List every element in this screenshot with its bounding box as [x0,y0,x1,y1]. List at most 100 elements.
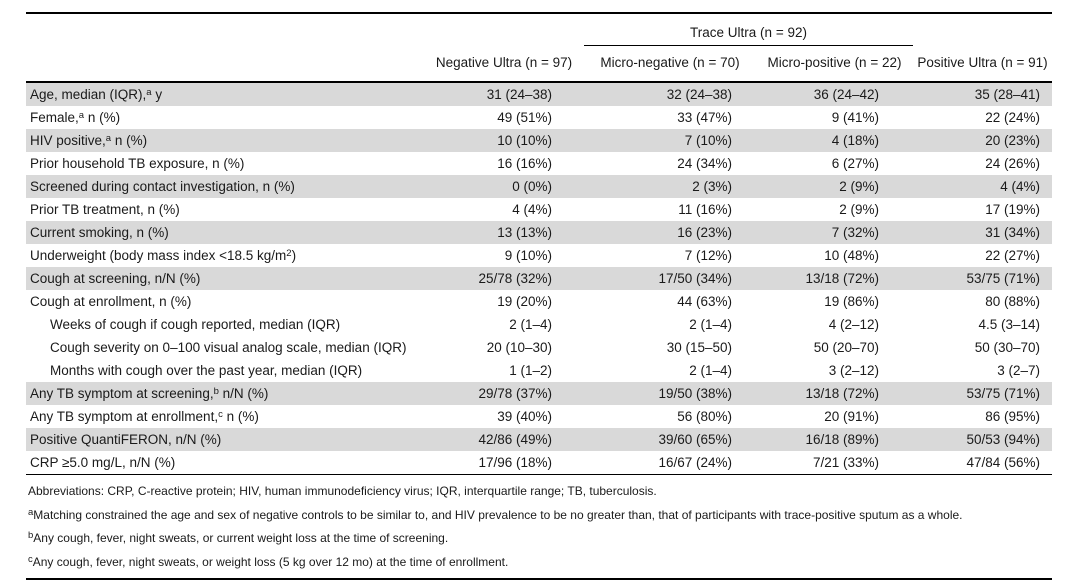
row-label: Female,a n (%) [30,110,121,125]
footnote-line: bAny cough, fever, night sweats, or curr… [28,530,449,545]
cell-value: 19 (20%) [497,294,552,309]
table-row: Weeks of cough if cough reported, median… [26,313,1052,336]
superscript-marker: c [218,409,223,420]
cell-value: 2 (9%) [839,179,880,194]
row-label: Weeks of cough if cough reported, median… [50,317,341,332]
cell-value: 9 (41%) [831,110,880,125]
cell-value: 3 (2–12) [828,363,880,378]
cell-value: 29/78 (37%) [478,386,552,401]
row-label: Cough at screening, n/N (%) [30,271,201,286]
cell-value: 17 (19%) [985,202,1041,217]
table-row: Screened during contact investigation, n… [26,175,1053,198]
cell-value: 2 (9%) [839,202,880,217]
col-header-negative-ultra: Negative Ultra (n = 97) [424,45,584,83]
row-label: Positive QuantiFERON, n/N (%) [30,432,222,447]
table-row: Female,a n (%) 49 (51%) 33 (47%) 9 (41%) 22 … [26,106,1052,129]
row-label: Prior household TB exposure, n (%) [30,156,245,171]
cell-value: 24 (26%) [985,156,1041,171]
row-label: CRP ≥5.0 mg/L, n/N (%) [30,455,176,470]
superscript-marker: a [146,87,152,98]
cell-value: 16/18 (89%) [805,432,880,447]
row-label: Any TB symptom at screening,b n/N (%) [30,386,269,401]
cell-value: 9 (10%) [504,248,552,263]
cell-value: 39 (40%) [497,409,552,424]
row-label: Screened during contact investigation, n… [30,179,295,194]
spanner-spacer-positive [913,13,1052,46]
table-row: Prior TB treatment, n (%) 4 (4%) 11 (16%) 2… [26,198,1052,221]
cell-value: 31 (34%) [985,225,1041,240]
footnote-line: aMatching constrained the age and sex of… [28,506,963,522]
cell-value: 4.5 (3–14) [978,317,1041,332]
cell-value: 22 (24%) [985,110,1041,125]
cell-value: 17/96 (18%) [478,455,552,470]
table-row: Cough at screening, n/N (%) 25/78 (32%) 17… [26,267,1053,290]
cell-value: 25/78 (32%) [478,271,552,286]
cell-value: 20 (10–30) [486,340,552,355]
superscript-marker: b [213,386,219,397]
row-label: Age, median (IQR),a y [30,87,163,102]
row-label: Current smoking, n (%) [30,225,169,240]
cell-value: 19 (86%) [824,294,880,309]
table-row: Positive QuantiFERON, n/N (%) 42/86 (49%)… [26,428,1053,451]
cell-value: 33 (47%) [677,110,732,125]
table-row: Current smoking, n (%) 13 (13%) 16 (23%) 7 … [26,221,1053,244]
table-row: Cough at enrollment, n (%) 19 (20%) 44 (63… [26,290,1052,313]
cell-value: 50 (20–70) [813,340,880,355]
cell-value: 4 (2–12) [828,317,880,332]
trace-ultra-spanner: Trace Ultra (n = 92) [584,13,914,46]
cell-value: 56 (80%) [677,409,732,424]
col-header-micro-negative: Micro-negative (n = 70) [584,45,756,83]
cell-value: 17/50 (34%) [658,271,732,286]
col-header-positive-ultra: Positive Ultra (n = 91) [913,45,1053,83]
cell-value: 20 (91%) [824,409,880,424]
cell-value: 80 (88%) [985,294,1041,309]
cell-value: 1 (1–2) [509,363,552,378]
row-label: Any TB symptom at enrollment,c n (%) [30,409,259,424]
col-header-micro-positive: Micro-positive (n = 22) [756,45,914,83]
cell-value: 2 (1–4) [689,317,732,332]
spanner-row: Trace Ultra (n = 92) [26,13,1052,46]
cell-value: 30 (15–50) [666,340,732,355]
cell-value: 2 (1–4) [509,317,552,332]
superscript-marker: a [28,506,34,518]
cell-value: 31 (24–38) [486,87,552,102]
superscript-marker: c [28,553,33,565]
cell-value: 53/75 (71%) [966,271,1041,286]
footnotes: Abbreviations: CRP, C-reactive protein; … [26,474,1052,570]
superscript-marker: b [28,530,34,541]
cell-value: 39/60 (65%) [658,432,732,447]
cell-value: 4 (4%) [512,202,552,217]
cell-value: 7/21 (33%) [812,455,880,470]
cell-value: 86 (95%) [985,409,1041,424]
cell-value: 7 (10%) [684,133,732,148]
table-row: Any TB symptom at screening,b n/N (%) 29/… [26,382,1053,405]
row-label: HIV positive,a n (%) [30,133,148,148]
cell-value: 50/53 (94%) [966,432,1041,447]
cell-value: 20 (23%) [985,133,1041,148]
table-row: HIV positive,a n (%) 10 (10%) 7 (10%) 4 (18… [26,129,1053,152]
cell-value: 6 (27%) [831,156,880,171]
cell-value: 53/75 (71%) [966,386,1041,401]
cell-value: 10 (10%) [497,133,552,148]
cell-value: 3 (2–7) [997,363,1041,378]
cell-value: 16 (16%) [497,156,552,171]
row-label-header [26,45,424,83]
cell-value: 22 (27%) [985,248,1041,263]
cell-value: 50 (30–70) [974,340,1041,355]
cell-value: 24 (34%) [677,156,732,171]
cell-value: 44 (63%) [677,294,732,309]
participant-characteristics-table: Trace Ultra (n = 92) Negative Ultra (n =… [26,12,1053,474]
table-body: Age, median (IQR),a y 31 (24–38) 32 (24–38… [26,82,1053,474]
cell-value: 13/18 (72%) [805,271,880,286]
table-row: Any TB symptom at enrollment,c n (%) 39 (… [26,405,1052,428]
row-label: Cough at enrollment, n (%) [30,294,192,309]
cell-value: 7 (32%) [831,225,880,240]
cell-value: 13 (13%) [497,225,552,240]
cell-value: 42/86 (49%) [478,432,552,447]
bottom-rule [26,578,1052,580]
cell-value: 13/18 (72%) [805,386,880,401]
cell-value: 11 (16%) [678,202,732,217]
table-row: Cough severity on 0–100 visual analog sc… [26,336,1052,359]
superscript-marker: a [105,133,112,144]
